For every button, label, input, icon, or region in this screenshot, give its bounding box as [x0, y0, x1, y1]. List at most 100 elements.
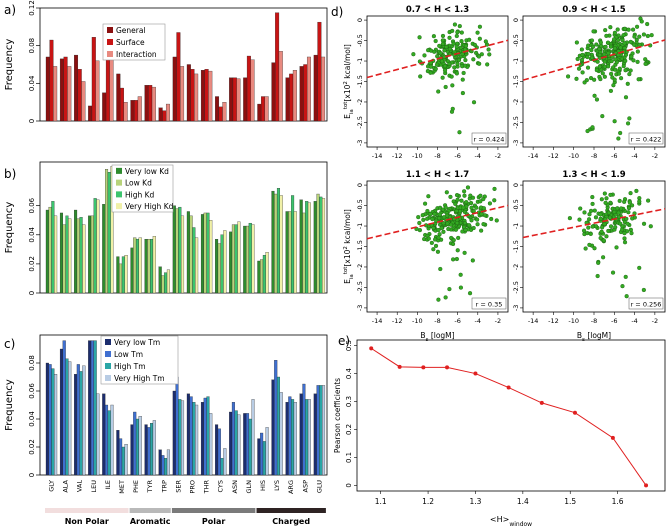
bar-interaction-leu — [95, 60, 100, 122]
scatter-point — [476, 54, 482, 59]
legend-label: High Kd — [125, 190, 155, 199]
y-tick-label: 0.08 — [28, 355, 36, 371]
x-tick-label: -10 — [568, 317, 579, 325]
fit-line — [522, 208, 666, 239]
bar-low-tm-phe — [133, 411, 137, 476]
bar-low-tm-tyr — [147, 427, 151, 476]
x-tick-label: 1.5 — [564, 497, 576, 506]
scatter-point — [641, 221, 647, 226]
scatter-point — [631, 58, 636, 63]
y-tick-label: -3 — [512, 140, 520, 146]
scatter-point — [580, 52, 585, 58]
x-tick-label: -10 — [568, 152, 579, 160]
scatter-point — [608, 44, 613, 49]
scatter-point — [433, 66, 438, 71]
scatter-point — [643, 57, 648, 62]
bar-very-low-kd-ile — [102, 204, 106, 294]
bar-very-low-kd-glu — [313, 201, 317, 294]
bar-general-val — [74, 54, 79, 122]
x-tick-label-asn: ASN — [231, 480, 239, 494]
y-axis-label-part: E — [343, 114, 352, 119]
bar-surface-glu — [317, 21, 322, 122]
scatter-point — [618, 76, 624, 81]
group-label: Aromatic — [130, 517, 171, 526]
scatter-point — [623, 68, 628, 73]
bar-very-low-tm-ala — [59, 348, 63, 476]
x-tick-label: 1.1 — [375, 497, 387, 506]
legend-label: Interaction — [116, 50, 157, 59]
y-tick-label: -2 — [356, 264, 364, 270]
scatter-point — [602, 59, 607, 64]
scatter-point — [479, 52, 484, 57]
legend-box — [102, 23, 166, 61]
x-tick-label: -2 — [652, 152, 658, 160]
scatter-point — [608, 192, 613, 197]
scatter-point — [440, 75, 445, 80]
y-tick-label: -3 — [356, 140, 364, 146]
bar-very-low-tm-arg — [285, 402, 289, 476]
x-axis-label-part: [logM] — [428, 331, 454, 340]
bar-high-tm-glu — [319, 385, 323, 476]
bar-surface-tyr — [148, 85, 153, 122]
scatter-point — [471, 100, 477, 105]
scatter-point — [618, 130, 623, 136]
scatter-point — [442, 48, 447, 53]
x-tick-label: -4 — [475, 317, 481, 325]
y-tick-label: -2.5 — [512, 281, 520, 294]
y-tick-label: -2.5 — [356, 116, 364, 129]
fit-line — [366, 39, 509, 79]
scatter-point — [436, 227, 441, 233]
scatter-point — [602, 191, 607, 196]
r-label: r = 0.256 — [631, 301, 662, 309]
bar-very-low-kd-asn — [229, 231, 233, 294]
scatter-point — [462, 63, 468, 68]
bar-high-tm-cys — [220, 458, 224, 476]
bar-very-high-tm-trp — [166, 449, 170, 476]
y-axis-label-part: E — [343, 279, 352, 284]
bar-high-kd-lys — [276, 188, 281, 294]
bar-very-low-tm-cys — [215, 424, 219, 476]
scatter-point — [457, 209, 463, 214]
scatter-point — [608, 25, 613, 30]
bar-general-gly — [45, 56, 50, 122]
x-tick-label-asp: ASP — [301, 480, 309, 493]
scatter-point — [599, 43, 604, 49]
bar-low-tm-trp — [161, 455, 165, 476]
scatter-point — [588, 75, 594, 81]
scatter-point — [455, 61, 460, 66]
y-tick-label: 0.04 — [28, 411, 36, 427]
scatter-point — [451, 257, 456, 262]
x-tick-label: -4 — [475, 152, 481, 160]
scatter-point — [598, 40, 603, 45]
x-tick-label: -6 — [454, 317, 460, 325]
chart-e: e) 0 0.1 0.2 0.3 0.4 0.5 1.1 1.2 1.3 1.4 1.5 1.6 Pear… — [333, 334, 666, 528]
scatter-point — [475, 217, 480, 222]
scatter-point — [637, 34, 642, 39]
bar-very-low-kd-gly — [45, 209, 49, 294]
bar-high-kd-gly — [51, 201, 55, 294]
bar-low-tm-lys — [274, 360, 278, 476]
bar-high-tm-trp — [164, 458, 168, 476]
x-tick-label: 1.2 — [422, 497, 434, 506]
bar-very-low-kd-met — [116, 256, 120, 294]
scatter-point — [606, 228, 611, 234]
bar-high-tm-met — [121, 446, 125, 476]
legend-swatch — [107, 27, 113, 33]
bar-very-high-tm-ala — [68, 361, 72, 476]
scatter-point — [590, 44, 596, 49]
scatter-point — [623, 95, 629, 100]
x-tick-label-gly: GLY — [48, 480, 56, 492]
scatter-point — [418, 74, 423, 79]
bar-low-kd-asn — [231, 224, 235, 294]
scatter-point — [447, 61, 452, 67]
legend-label: Surface — [116, 38, 145, 47]
scatter-point — [457, 24, 462, 29]
x-tick-label: -8 — [591, 317, 597, 325]
bar-low-kd-leu — [90, 215, 94, 294]
x-tick-label-trp: TRP — [160, 480, 168, 493]
scatter-point — [436, 89, 441, 94]
scatter-point — [599, 229, 604, 234]
legend-swatch — [116, 203, 122, 210]
scatter-point — [622, 240, 628, 245]
scatter-point — [462, 193, 467, 198]
